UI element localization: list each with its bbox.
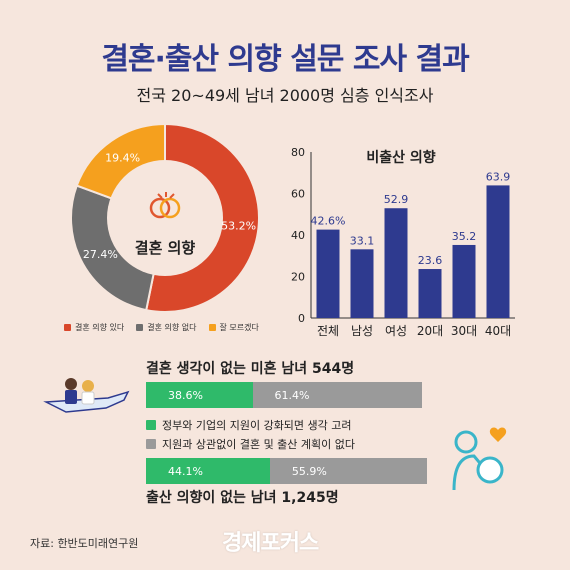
pie-value-label: 27.4% (83, 248, 118, 261)
no-birth-bar-chart: 비출산 의향 0 20 40 60 80 42.6% 전체 33.1 남성 52.9 여성 23.6… (291, 146, 515, 338)
marriage-donut-chart: 결혼 의향 53.2% 27.4% 19.4% (70, 122, 260, 313)
rings-icon (149, 192, 181, 219)
x-tick-label: 30대 (451, 324, 477, 338)
legend-label: 결혼 의향 없다 (147, 323, 197, 332)
legend-item-yes: 결혼 의향 있다 (64, 322, 124, 333)
legend-swatch (64, 324, 71, 331)
bar (418, 269, 442, 318)
pie-value-label: 53.2% (221, 219, 256, 232)
bar-value-label: 33.1 (350, 234, 375, 247)
donut-center-label: 결혼 의향 (135, 239, 196, 257)
pie-value-label: 19.4% (105, 151, 140, 164)
bar (316, 229, 340, 318)
segment-label: 38.6% (168, 388, 203, 402)
unmarried-stacked-bar: 38.6% 61.4% (146, 382, 422, 408)
unmarried-consider-segment: 38.6% (146, 382, 253, 408)
legend-swatch (136, 324, 144, 331)
segment-label: 55.9% (291, 464, 327, 478)
x-tick-label: 전체 (317, 324, 339, 338)
x-tick-label: 40대 (485, 324, 511, 338)
couple-airplane-icon (43, 378, 130, 413)
legend-no-plan: 지원과 상관없이 결혼 및 출산 계획이 없다 (146, 436, 355, 452)
no-birth-stacked-bar: 44.1% 55.9% (146, 458, 427, 484)
segment-label: 61.4% (274, 388, 310, 402)
unmarried-no-plan-segment: 61.4% (252, 382, 422, 408)
bar (486, 185, 510, 318)
bar (384, 208, 408, 318)
heart-icon (489, 427, 507, 442)
legend-label: 지원과 상관없이 결혼 및 출산 계획이 없다 (162, 438, 356, 451)
y-tick-label: 80 (291, 146, 305, 159)
legend-label: 결혼 의향 있다 (75, 323, 125, 332)
legend-swatch (146, 439, 156, 449)
legend-item-no: 결혼 의향 없다 (136, 322, 197, 333)
y-tick-label: 60 (291, 188, 305, 201)
brand-logo: 경제포커스 (222, 531, 319, 556)
source-note: 자료: 한반도미래연구원 (30, 537, 139, 550)
bar-value-label: 42.6% (311, 215, 346, 228)
bar-value-label: 35.2 (452, 230, 477, 243)
bar-chart-title: 비출산 의향 (366, 149, 435, 166)
legend-swatch (146, 420, 156, 430)
y-tick-label: 40 (291, 229, 305, 242)
legend-label: 정부와 기업의 지원이 강화되면 생각 고려 (162, 419, 352, 432)
no-birth-consider-segment: 44.1% (146, 458, 270, 484)
bar-value-label: 63.9 (486, 170, 511, 183)
donut-legend: 결혼 의향 있다 결혼 의향 없다 잘 모르겠다 (64, 322, 259, 333)
legend-item-unsure: 잘 모르겠다 (208, 322, 259, 333)
y-tick-label: 20 (291, 271, 305, 284)
legend-consider: 정부와 기업의 지원이 강화되면 생각 고려 (146, 417, 352, 433)
bar-value-label: 23.6 (418, 254, 443, 267)
bar (350, 249, 374, 318)
no-birth-section-title: 출산 의향이 없는 남녀 1,245명 (146, 490, 339, 506)
segment-label: 44.1% (168, 464, 203, 478)
y-tick-label: 0 (298, 312, 305, 325)
x-tick-label: 남성 (351, 324, 373, 338)
mother-baby-icon (452, 427, 507, 491)
legend-label: 잘 모르겠다 (219, 323, 259, 332)
bar-value-label: 52.9 (384, 193, 409, 206)
donut-hole (107, 160, 223, 276)
page-title: 결혼·출산 의향 설문 조사 결과 (101, 42, 469, 77)
x-tick-label: 여성 (385, 324, 407, 338)
unmarried-section-title: 결혼 생각이 없는 미혼 남녀 544명 (146, 361, 355, 377)
legend-swatch (208, 324, 216, 331)
x-tick-label: 20대 (417, 324, 443, 338)
bar (452, 244, 476, 318)
no-birth-no-plan-segment: 55.9% (269, 458, 427, 484)
page-subtitle: 전국 20~49세 남녀 2000명 심층 인식조사 (136, 86, 434, 105)
